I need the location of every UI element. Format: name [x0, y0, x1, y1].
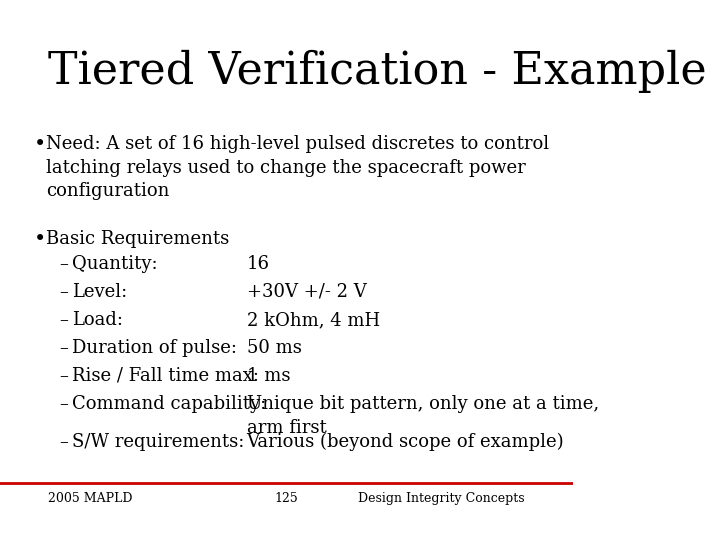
- Text: Tiered Verification - Example: Tiered Verification - Example: [48, 50, 706, 93]
- Text: Rise / Fall time max:: Rise / Fall time max:: [71, 367, 258, 385]
- Text: –: –: [60, 339, 68, 357]
- Text: Load:: Load:: [71, 311, 122, 329]
- Text: Basic Requirements: Basic Requirements: [46, 230, 230, 248]
- Text: Design Integrity Concepts: Design Integrity Concepts: [359, 492, 525, 505]
- Text: +30V +/- 2 V: +30V +/- 2 V: [247, 283, 366, 301]
- Text: Duration of pulse:: Duration of pulse:: [71, 339, 237, 357]
- Text: S/W requirements:: S/W requirements:: [71, 433, 244, 451]
- Text: –: –: [60, 311, 68, 329]
- Text: Need: A set of 16 high-level pulsed discretes to control
latching relays used to: Need: A set of 16 high-level pulsed disc…: [46, 135, 549, 200]
- Text: Quantity:: Quantity:: [71, 255, 157, 273]
- Text: –: –: [60, 367, 68, 385]
- Text: –: –: [60, 255, 68, 273]
- Text: –: –: [60, 433, 68, 451]
- Text: –: –: [60, 395, 68, 413]
- Text: Unique bit pattern, only one at a time,
arm first: Unique bit pattern, only one at a time, …: [247, 395, 599, 437]
- Text: Command capability:: Command capability:: [71, 395, 266, 413]
- Text: 50 ms: 50 ms: [247, 339, 302, 357]
- Text: 125: 125: [274, 492, 298, 505]
- Text: •: •: [33, 230, 45, 249]
- Text: 1 ms: 1 ms: [247, 367, 290, 385]
- Text: –: –: [60, 283, 68, 301]
- Text: 2 kOhm, 4 mH: 2 kOhm, 4 mH: [247, 311, 379, 329]
- Text: Various (beyond scope of example): Various (beyond scope of example): [247, 433, 564, 451]
- Text: •: •: [33, 135, 45, 154]
- Text: 2005 MAPLD: 2005 MAPLD: [48, 492, 132, 505]
- Text: 16: 16: [247, 255, 269, 273]
- Text: Level:: Level:: [71, 283, 127, 301]
